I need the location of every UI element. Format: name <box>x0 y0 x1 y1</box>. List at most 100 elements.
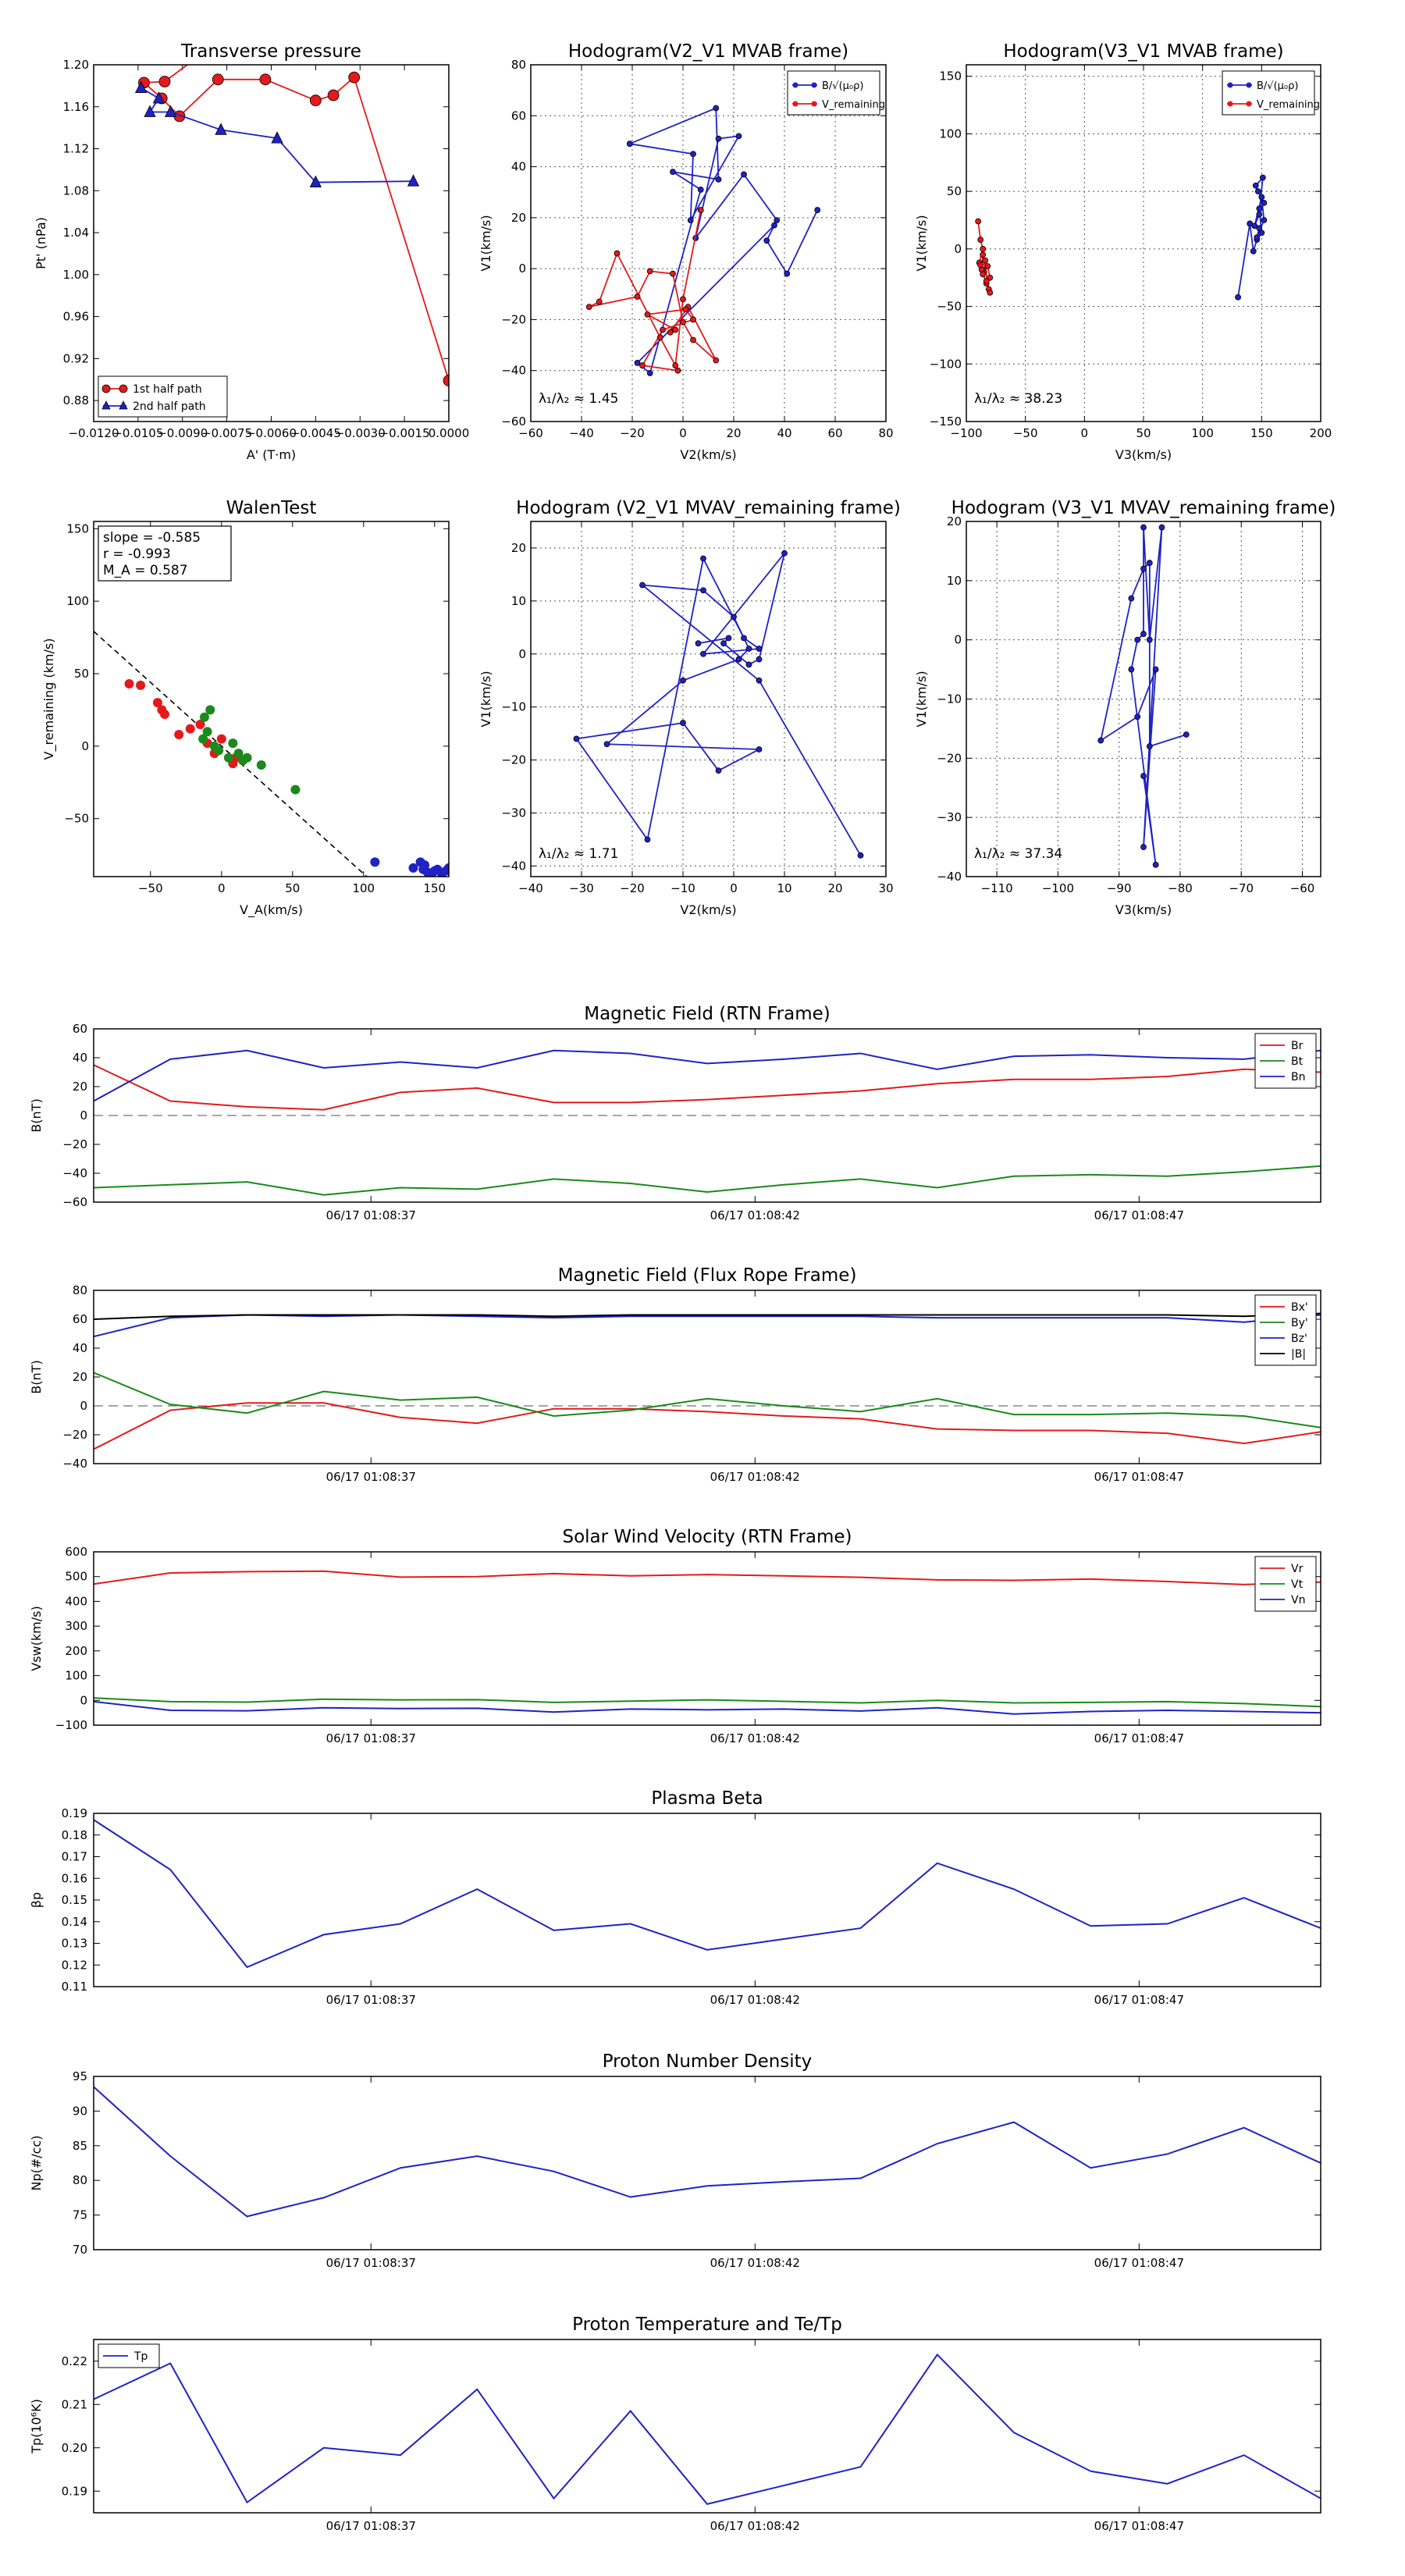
x-tick-label: 06/17 01:08:42 <box>710 1731 800 1745</box>
y-tick-label: 0.19 <box>62 1806 87 1820</box>
y-axis-label: Tp(10⁶K) <box>29 2399 44 2454</box>
y-tick-label: 95 <box>73 2069 87 2083</box>
y-tick-label: 40 <box>511 160 526 174</box>
y-tick-label: 0 <box>954 633 962 647</box>
y-axis-label: V1(km/s) <box>478 215 493 271</box>
data-layer <box>94 1570 1321 1715</box>
y-tick-label: −150 <box>930 415 962 429</box>
plot-frame <box>93 64 450 422</box>
data-point <box>680 720 686 726</box>
y-tick-label: 40 <box>73 1341 87 1355</box>
legend-label: B/√(μ₀ρ) <box>822 80 863 92</box>
data-layer <box>94 1819 1321 1969</box>
y-tick-label: 0 <box>954 242 962 256</box>
x-tick-label: 06/17 01:08:47 <box>1094 2519 1184 2533</box>
legend-label: Bz' <box>1291 1332 1307 1345</box>
y-tick-label: 0 <box>81 739 89 753</box>
data-point <box>271 131 283 144</box>
y-axis-label: V1(km/s) <box>914 671 929 727</box>
series-line-Vn <box>94 1700 1321 1715</box>
chart-title: Hodogram(V3_V1 MVAB frame) <box>1003 41 1283 62</box>
data-point <box>198 734 208 744</box>
data-point <box>741 171 747 178</box>
chart-title: Transverse pressure <box>180 41 361 62</box>
y-tick-label: 20 <box>73 1080 87 1094</box>
data-point <box>784 270 791 277</box>
data-layer <box>94 1049 1321 1196</box>
data-point <box>233 749 244 759</box>
y-tick-label: 150 <box>939 69 962 84</box>
plot-frame <box>530 64 887 422</box>
stats-box <box>98 525 232 582</box>
data-point <box>672 362 679 369</box>
data-point <box>639 582 646 589</box>
y-tick-label: 1.16 <box>63 100 89 114</box>
plot-frame <box>93 1028 1321 1203</box>
lambda-annotation: λ₁/λ₂ ≈ 1.45 <box>539 391 618 407</box>
y-tick-label: 0.96 <box>63 310 89 324</box>
data-point <box>713 105 720 112</box>
data-point <box>713 357 720 364</box>
chart-title: Proton Number Density <box>603 2051 813 2072</box>
y-tick-label: 0 <box>80 1399 87 1413</box>
y-tick-label: −20 <box>501 753 526 767</box>
y-tick-label: 80 <box>73 1283 87 1297</box>
y-tick-label: 0.19 <box>62 2484 87 2498</box>
data-point <box>425 869 436 877</box>
y-tick-label: 100 <box>939 126 962 141</box>
data-point <box>1146 743 1153 750</box>
y-axis-label: Np(#/cc) <box>29 2136 44 2191</box>
x-tick-label: 40 <box>777 426 791 440</box>
data-point <box>603 741 610 748</box>
data-point <box>1247 220 1254 227</box>
legend-marker <box>1227 101 1233 107</box>
chart-plasma-beta: 0.11 0.12 0.13 0.14 0.15 0.16 0.17 0.18 0.19 06/1… <box>29 1788 1321 2007</box>
y-tick-label: 80 <box>511 58 526 72</box>
x-tick-label: 06/17 01:08:47 <box>1094 1208 1184 1222</box>
y-tick-label: 0.18 <box>62 1828 87 1842</box>
y-tick-label: −100 <box>55 1718 87 1732</box>
plot-area <box>94 2339 1321 2513</box>
data-point <box>1097 737 1104 744</box>
y-axis-label: V1(km/s) <box>478 671 493 727</box>
plot-frame <box>530 521 887 877</box>
legend-box <box>98 375 228 418</box>
y-tick-label: 200 <box>65 1644 87 1658</box>
data-point <box>1261 200 1268 206</box>
x-tick-label: 06/17 01:08:47 <box>1094 2256 1184 2270</box>
data-point <box>1134 713 1141 720</box>
plot-area <box>531 521 886 877</box>
x-axis-label: V_A(km/s) <box>240 902 303 918</box>
y-tick-label: 20 <box>511 541 526 555</box>
legend-label: Bx' <box>1291 1301 1308 1314</box>
y-tick-label: 0 <box>518 647 526 661</box>
x-tick-label: 150 <box>1250 426 1273 440</box>
series-line-Tp <box>94 2353 1321 2506</box>
chart-title: Plasma Beta <box>651 1788 763 1809</box>
data-point <box>1140 631 1147 637</box>
y-tick-label: 0.21 <box>62 2397 87 2411</box>
data-point <box>1254 188 1261 195</box>
data-point <box>980 271 987 278</box>
plot-area <box>94 1290 1321 1464</box>
data-point <box>1140 773 1147 779</box>
data-point <box>983 278 990 285</box>
x-tick-label: −100 <box>950 426 982 440</box>
legend-marker <box>792 101 799 107</box>
series-line-Bn <box>94 1049 1321 1102</box>
y-tick-label: 0.17 <box>62 1850 87 1864</box>
data-point <box>370 857 380 867</box>
data-point <box>700 650 706 657</box>
x-axis-label: V3(km/s) <box>1115 902 1172 917</box>
legend-marker <box>1227 82 1233 88</box>
y-tick-label: 80 <box>73 2173 87 2187</box>
y-tick-label: 0.92 <box>63 351 89 365</box>
data-point <box>680 677 686 684</box>
y-tick-label: −40 <box>62 1166 87 1180</box>
plot-frame <box>966 64 1321 422</box>
stats-line: M_A = 0.587 <box>103 563 188 578</box>
x-tick-label: −110 <box>981 881 1013 895</box>
x-tick-label: 06/17 01:08:42 <box>710 2519 800 2533</box>
x-tick-label: 150 <box>423 881 446 895</box>
